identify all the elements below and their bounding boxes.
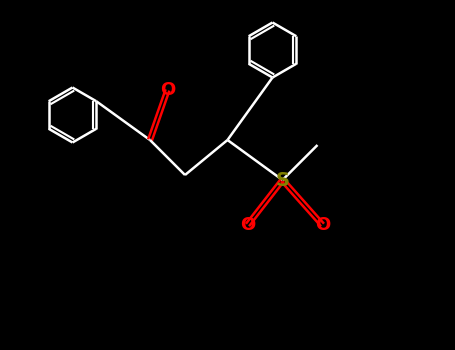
- Text: O: O: [160, 81, 175, 99]
- Text: S: S: [275, 170, 289, 189]
- Text: O: O: [240, 216, 255, 234]
- Text: O: O: [315, 216, 330, 234]
